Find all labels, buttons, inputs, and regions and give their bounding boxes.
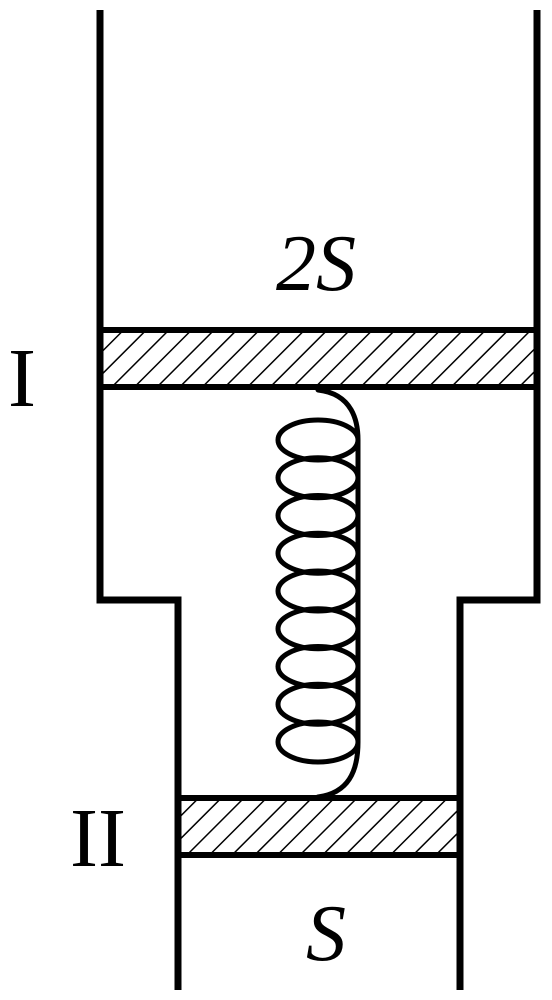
lower-area-label: S	[306, 890, 346, 978]
upper-area-label: 2S	[276, 220, 356, 308]
upper-piston	[97, 327, 540, 390]
cylinder-right-wall	[456, 10, 541, 990]
lower-piston-label: II	[70, 792, 126, 885]
upper-piston-label: I	[8, 332, 36, 425]
lower-piston	[175, 795, 463, 858]
spring	[275, 387, 361, 800]
